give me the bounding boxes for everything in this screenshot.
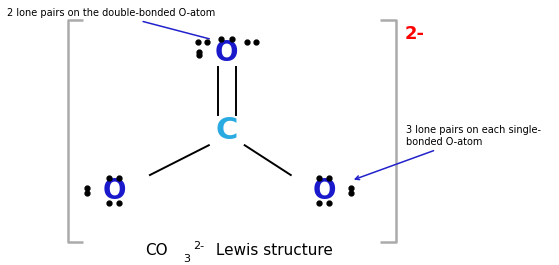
Text: O: O — [215, 39, 239, 67]
Text: 3 lone pairs on each single-
bonded O-atom: 3 lone pairs on each single- bonded O-at… — [356, 125, 541, 180]
Text: O: O — [312, 176, 336, 205]
Text: CO: CO — [145, 243, 168, 258]
Text: O: O — [102, 176, 126, 205]
Text: 3: 3 — [183, 254, 190, 264]
Text: 2-: 2- — [405, 25, 425, 43]
Text: 2 lone pairs on the double-bonded O-atom: 2 lone pairs on the double-bonded O-atom — [7, 8, 215, 39]
Text: C: C — [216, 117, 238, 145]
Text: Lewis structure: Lewis structure — [211, 243, 333, 258]
Text: 2-: 2- — [193, 241, 204, 251]
